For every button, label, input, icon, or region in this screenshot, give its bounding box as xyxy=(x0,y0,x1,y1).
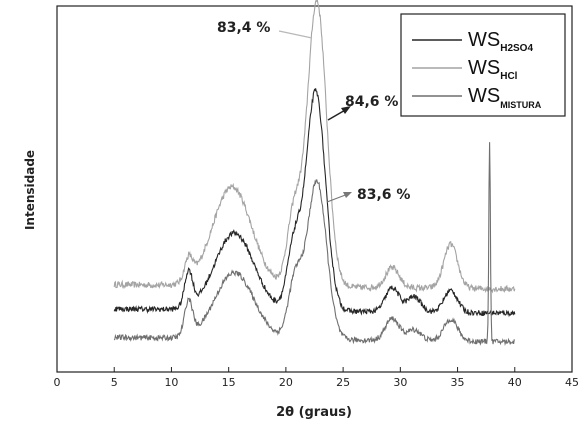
annotation-hcl: 83,4 % xyxy=(217,20,270,36)
legend-sub-h2so4: H2SO4 xyxy=(500,43,533,54)
x-axis-label: 2θ (graus) xyxy=(276,405,352,420)
x-tick-label: 35 xyxy=(451,376,465,389)
series-layer xyxy=(113,0,516,346)
x-ticks: 0 5 10 15 20 25 30 35 40 45 xyxy=(54,367,579,389)
x-tick-label: 25 xyxy=(336,376,350,389)
legend-box xyxy=(400,13,566,117)
annotation-h2so4: 84,6 % xyxy=(345,94,398,110)
legend-sub-mistura: MISTURA xyxy=(500,100,541,110)
annotations: 83,4 % 84,6 % 83,6 % xyxy=(217,20,410,203)
x-tick-label: 0 xyxy=(54,376,61,389)
legend-main-h2so4: WS xyxy=(468,29,500,51)
series-line-mistura xyxy=(113,142,516,346)
y-axis-label: Intensidade xyxy=(23,150,37,230)
x-tick-label: 45 xyxy=(565,376,579,389)
x-tick-label: 15 xyxy=(222,376,236,389)
legend-label-mistura: WSMISTURA xyxy=(468,85,542,110)
x-tick-label: 20 xyxy=(279,376,293,389)
annotation-arrowhead-h2so4 xyxy=(341,106,351,114)
x-tick-label: 5 xyxy=(111,376,118,389)
legend-main-mistura: WS xyxy=(468,85,500,107)
series-line-h2so4 xyxy=(113,88,516,318)
annotation-arrow-hcl xyxy=(278,30,313,39)
legend-label-hcl: WSHCl xyxy=(468,57,518,82)
series-line-hcl xyxy=(113,0,516,294)
legend-sub-hcl: HCl xyxy=(500,71,517,82)
annotation-arrow-mistura xyxy=(326,193,349,203)
x-tick-label: 30 xyxy=(393,376,407,389)
legend: WSH2SO4 WSHCl WSMISTURA xyxy=(400,13,566,117)
legend-label-h2so4: WSH2SO4 xyxy=(468,29,533,54)
x-tick-label: 40 xyxy=(508,376,522,389)
legend-main-hcl: WS xyxy=(468,57,500,79)
x-tick-label: 10 xyxy=(164,376,178,389)
annotation-mistura: 83,6 % xyxy=(357,187,410,203)
annotation-arrowhead-mistura xyxy=(343,192,352,198)
